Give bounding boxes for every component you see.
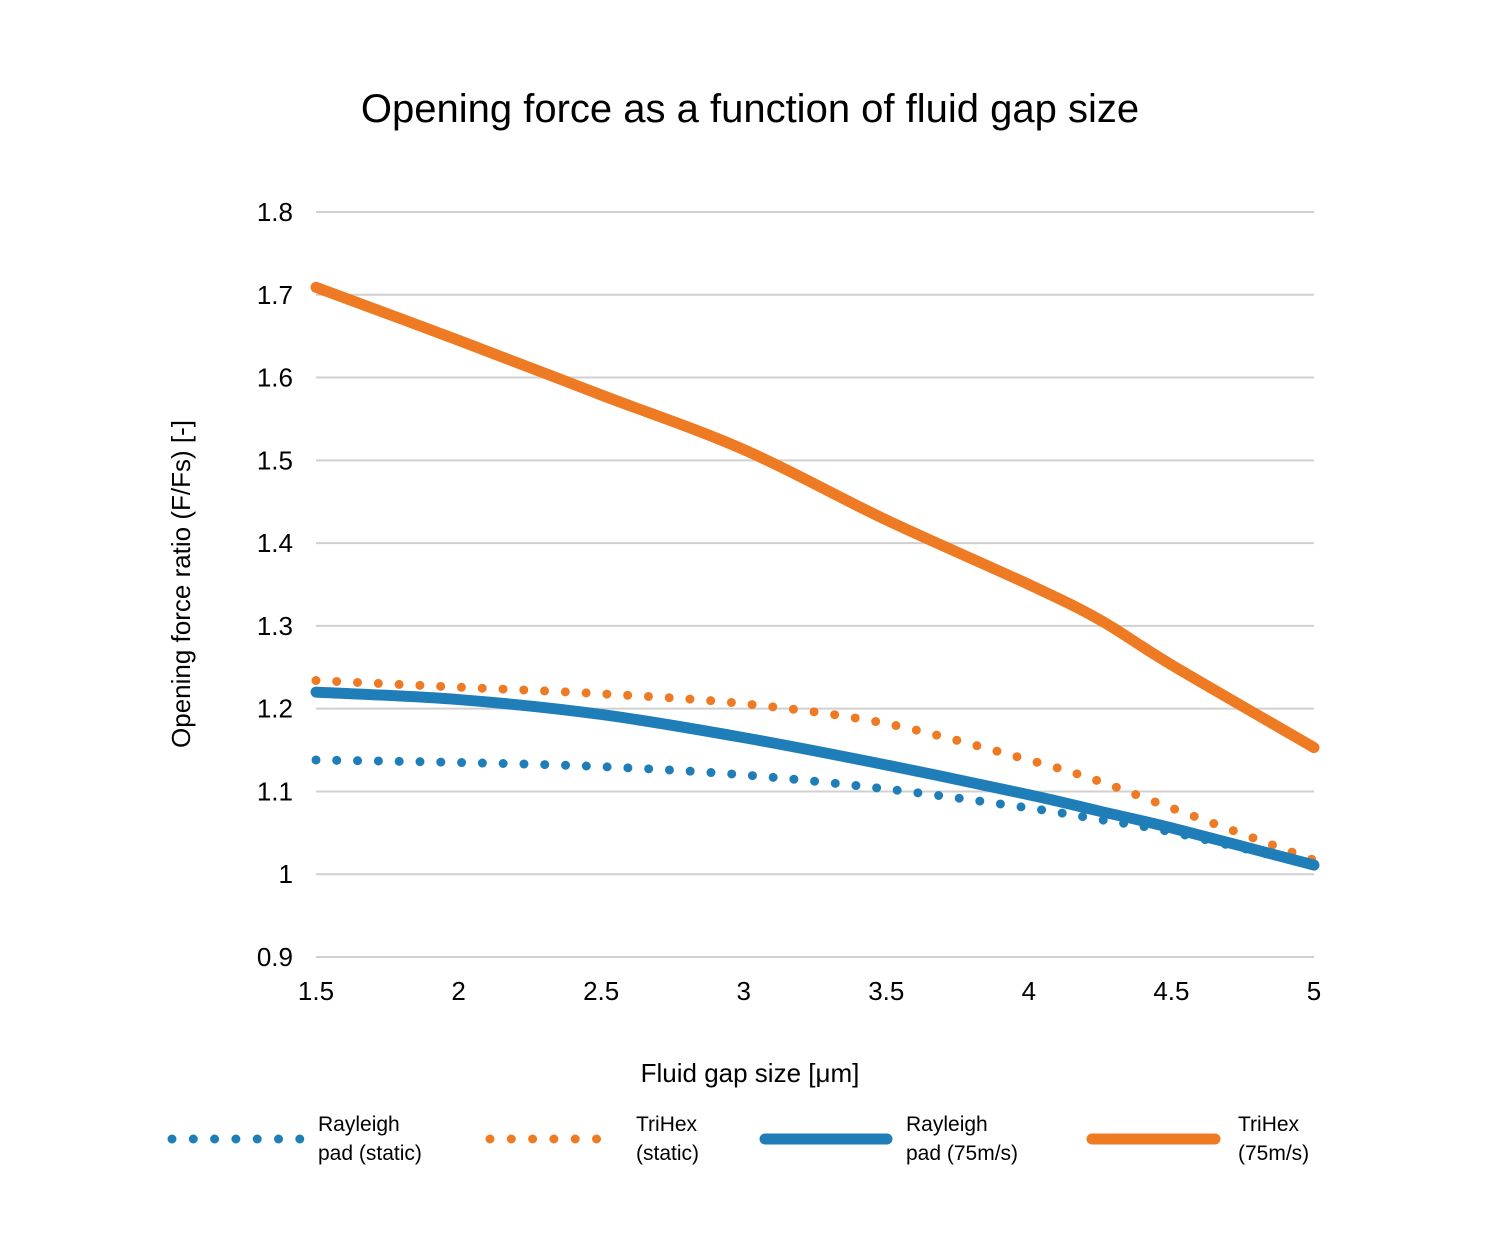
y-tick-label: 1.3 xyxy=(257,611,293,641)
y-tick-label: 1.6 xyxy=(257,363,293,393)
y-tick-labels: 0.9 1 1.1 1.2 1.3 1.4 1.5 1.6 1.7 1.8 xyxy=(257,197,293,972)
x-tick-label: 1.5 xyxy=(298,976,334,1006)
y-tick-label: 1.5 xyxy=(257,445,293,475)
y-tick-label: 1.8 xyxy=(257,197,293,227)
legend-label: pad (static) xyxy=(318,1142,422,1165)
x-tick-label: 4.5 xyxy=(1153,976,1189,1006)
x-tick-labels: 1.5 2 2.5 3 3.5 4 4.5 5 xyxy=(298,976,1321,1006)
y-tick-label: 1.7 xyxy=(257,280,293,310)
x-axis-label: Fluid gap size [μm] xyxy=(641,1058,860,1088)
legend-label: Rayleigh xyxy=(906,1113,988,1136)
x-tick-label: 3.5 xyxy=(868,976,904,1006)
y-tick-label: 1 xyxy=(279,859,293,889)
legend-label: (static) xyxy=(636,1142,699,1165)
x-tick-label: 4 xyxy=(1022,976,1036,1006)
x-tick-label: 2.5 xyxy=(583,976,619,1006)
x-tick-label: 3 xyxy=(736,976,750,1006)
legend: Rayleigh pad (static) TriHex (static) Raylei… xyxy=(167,1113,1309,1165)
y-tick-label: 0.9 xyxy=(257,942,293,972)
series-lines xyxy=(310,281,1320,871)
legend-label: TriHex xyxy=(1238,1113,1300,1136)
legend-label: pad (75m/s) xyxy=(906,1142,1018,1165)
y-tick-label: 1.1 xyxy=(257,776,293,806)
x-tick-label: 2 xyxy=(451,976,465,1006)
y-tick-label: 1.4 xyxy=(257,528,293,558)
gridlines xyxy=(316,211,1314,958)
y-tick-label: 1.2 xyxy=(257,694,293,724)
legend-label: Rayleigh xyxy=(318,1113,400,1136)
series-line-trihex-75m-s xyxy=(310,281,1320,754)
x-tick-label: 5 xyxy=(1307,976,1321,1006)
legend-label: (75m/s) xyxy=(1238,1142,1309,1165)
legend-label: TriHex xyxy=(636,1113,698,1136)
series-line-rayleigh-pad-75m-s xyxy=(310,686,1320,871)
chart-title: Opening force as a function of fluid gap… xyxy=(361,87,1139,131)
series-line-rayleigh-pad-static xyxy=(311,755,1319,870)
y-axis-label: Opening force ratio (F/Fs) [-] xyxy=(166,420,196,748)
